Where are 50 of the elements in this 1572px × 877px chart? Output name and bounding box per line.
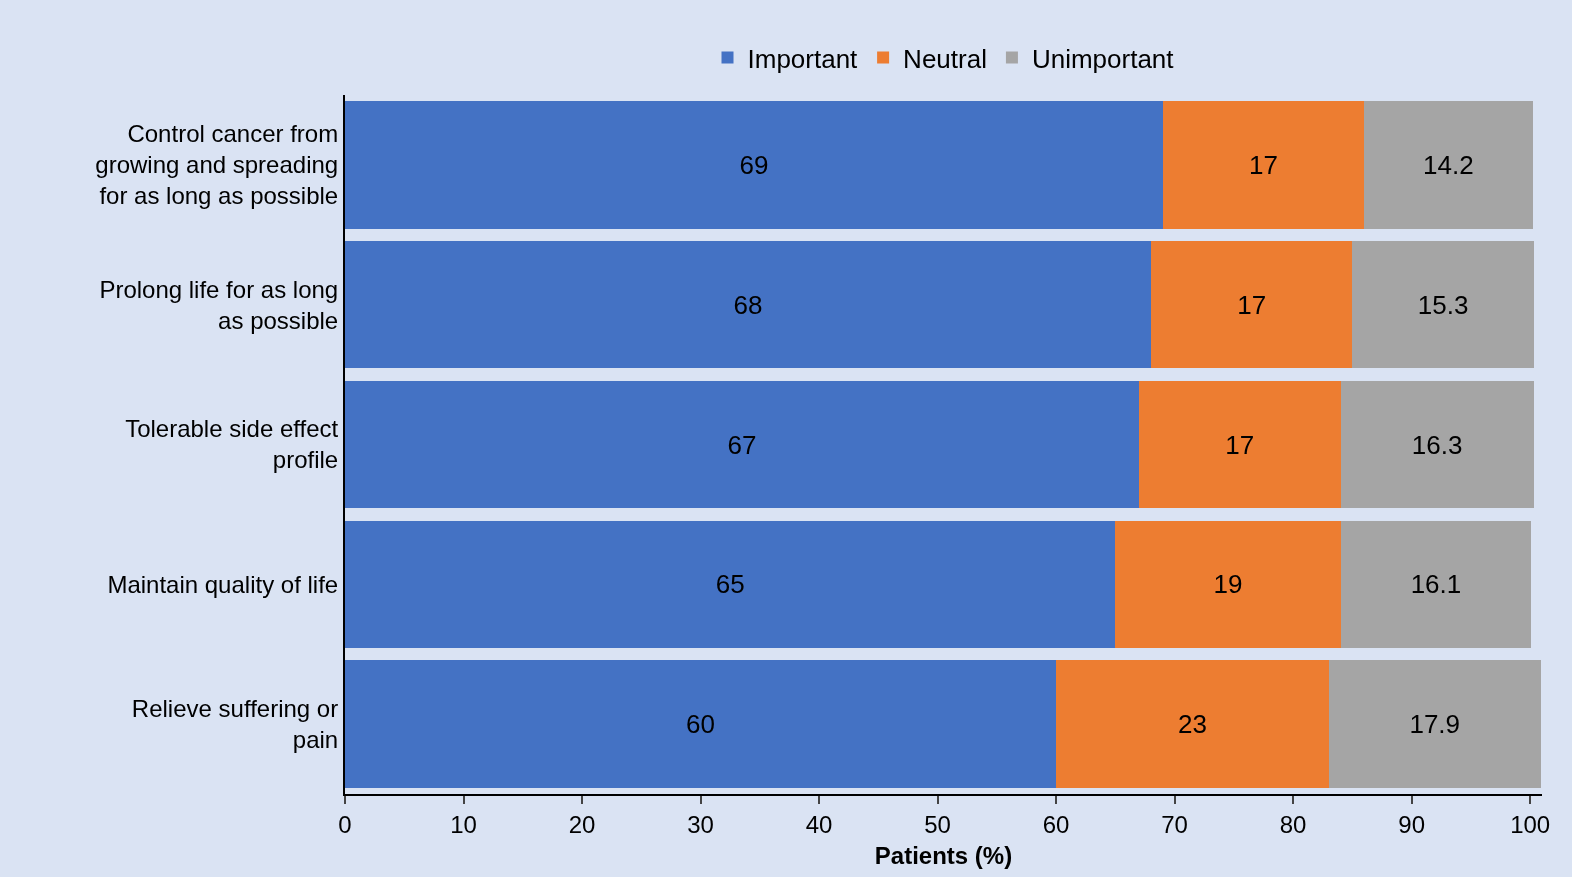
data-label: 68 (733, 289, 763, 320)
x-tick-label: 20 (568, 810, 596, 838)
data-label: 17 (1225, 429, 1255, 460)
x-tick-label: 10 (450, 810, 477, 838)
bar (1364, 101, 1533, 229)
x-tick-label: 40 (805, 810, 833, 838)
data-label: 14.2 (1423, 149, 1474, 180)
x-tick-label: 100 (1510, 810, 1551, 838)
data-label: 17.9 (1409, 709, 1461, 740)
x-tick-label: 0 (338, 810, 352, 838)
bar (1328, 660, 1541, 788)
bar (1056, 660, 1329, 788)
data-label: 16.3 (1411, 429, 1463, 460)
bar (345, 660, 1057, 788)
y-tick-label: Prolong life for as long as possible (99, 275, 339, 334)
data-label: 60 (686, 709, 716, 740)
bar (1340, 380, 1534, 509)
data-label: 15.3 (1417, 289, 1469, 320)
x-tick-label: 60 (1042, 810, 1070, 838)
x-axis-title: Patients (%) (874, 841, 1013, 869)
x-tick-label: 90 (1398, 810, 1425, 838)
data-label: 17 (1249, 149, 1278, 180)
y-tick-label: Control cancer from growing and spreading for as long as possible (95, 120, 339, 210)
data-label: 16.1 (1410, 569, 1462, 600)
data-label: 69 (739, 149, 769, 180)
x-tick-label: 30 (687, 810, 714, 838)
x-tick-label: 70 (1161, 810, 1188, 838)
bar (345, 520, 1116, 648)
y-tick-label: Relieve suffering or pain (131, 694, 339, 754)
data-label: 67 (727, 429, 757, 460)
bar (1139, 380, 1341, 509)
data-label: 65 (715, 569, 745, 600)
y-tick-label: Maintain quality of life (107, 570, 339, 598)
data-label: 19 (1213, 569, 1243, 600)
bar (1162, 101, 1365, 229)
legend-label: Neutral (903, 43, 987, 74)
bar (1352, 241, 1534, 369)
x-tick-label: 80 (1279, 810, 1307, 838)
data-label: 17 (1237, 289, 1267, 320)
legend-label: Important (747, 43, 859, 74)
bar (345, 241, 1151, 369)
y-tick-label: Tolerable side effect profile (125, 415, 339, 474)
x-tick-label: 50 (924, 810, 951, 838)
legend-label: Unimportant (1031, 43, 1175, 74)
bar (345, 101, 1163, 229)
bar (1115, 520, 1341, 648)
bar (345, 380, 1140, 509)
data-label: 23 (1177, 709, 1207, 740)
bar (1150, 241, 1353, 369)
bar (1340, 520, 1532, 648)
